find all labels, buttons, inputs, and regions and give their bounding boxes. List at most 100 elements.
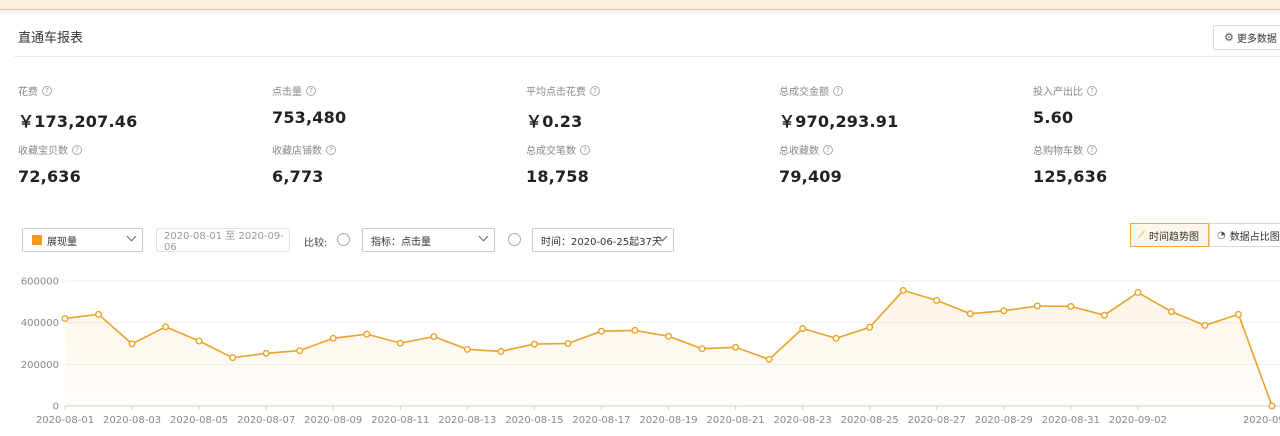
help-icon[interactable]: ? xyxy=(306,85,316,96)
help-icon[interactable]: ? xyxy=(1087,144,1097,155)
data-point[interactable] xyxy=(1033,302,1041,310)
y-tick-label: 600000 xyxy=(21,277,59,288)
data-point[interactable] xyxy=(1201,321,1209,329)
metric-value: ￥173,207.46 xyxy=(18,112,138,131)
help-icon[interactable]: ? xyxy=(42,85,52,96)
time-select[interactable]: 时间：2020-06-25起37天 xyxy=(532,228,674,252)
metric-cart: 总购物车数? 125,636 xyxy=(1033,142,1273,186)
data-point[interactable] xyxy=(296,347,304,355)
x-tick-label: 2020-08-11 xyxy=(371,415,429,426)
time-compare-radio[interactable] xyxy=(508,233,521,246)
data-point[interactable] xyxy=(1100,311,1108,319)
line-chart-icon: ⟋ xyxy=(1138,229,1145,241)
tab-time-trend[interactable]: ⟋ 时间趋势图 xyxy=(1130,223,1209,247)
data-point[interactable] xyxy=(765,355,773,363)
data-point[interactable] xyxy=(162,323,170,331)
metric-select[interactable]: 展现量 xyxy=(22,228,143,252)
data-point[interactable] xyxy=(1000,307,1008,315)
data-point[interactable] xyxy=(1234,310,1242,318)
tab-data-share[interactable]: ◔ 数据占比图 xyxy=(1209,223,1280,247)
data-point[interactable] xyxy=(463,345,471,353)
data-point[interactable] xyxy=(1134,288,1142,296)
x-tick-label: 2020-08-27 xyxy=(908,415,966,426)
metric-value: 18,758 xyxy=(526,167,589,186)
x-tick-label: 2020-08-29 xyxy=(975,415,1033,426)
data-point[interactable] xyxy=(430,333,438,341)
data-point[interactable] xyxy=(866,323,874,331)
metric-label: 总成交金额 xyxy=(779,87,829,98)
data-point[interactable] xyxy=(61,315,69,323)
y-tick-label: 0 xyxy=(53,402,59,413)
x-tick-label: 2020-08-19 xyxy=(639,415,697,426)
tab-data-share-label: 数据占比图 xyxy=(1229,231,1280,243)
data-point[interactable] xyxy=(966,310,974,318)
x-tick-label: 2020-08-07 xyxy=(237,415,295,426)
x-tick-label: 2020-08-05 xyxy=(170,415,228,426)
compare-radio[interactable] xyxy=(337,233,350,246)
pie-chart-icon: ◔ xyxy=(1217,229,1226,241)
x-tick-label: 2020-08-31 xyxy=(1042,415,1100,426)
data-point[interactable] xyxy=(329,334,337,342)
metric-fav-shops: 收藏店铺数? 6,773 xyxy=(272,142,512,186)
data-point[interactable] xyxy=(195,337,203,345)
notice-banner xyxy=(0,0,1280,10)
data-point[interactable] xyxy=(1167,308,1175,316)
divider xyxy=(14,56,1280,57)
metric-label: 投入产出比 xyxy=(1033,87,1083,98)
data-point[interactable] xyxy=(363,330,371,338)
x-tick-label: 2020-08-21 xyxy=(706,415,764,426)
help-icon[interactable]: ? xyxy=(326,144,336,155)
data-point[interactable] xyxy=(497,347,505,355)
data-point[interactable] xyxy=(564,339,572,347)
data-point[interactable] xyxy=(1067,302,1075,310)
indicator-select[interactable]: 指标：点击量 xyxy=(362,228,495,252)
metric-label: 平均点击花费 xyxy=(526,87,586,98)
help-icon[interactable]: ? xyxy=(823,144,833,155)
metric-total-sales: 总成交金额? ￥970,293.91 xyxy=(779,83,1019,132)
metric-cost: 花费? ￥173,207.46 xyxy=(18,83,258,132)
metric-value: 79,409 xyxy=(779,167,842,186)
trend-chart: 600000 400000 200000 0 2020-08-01 2020-08-03… xyxy=(21,277,1280,426)
metric-value: ￥970,293.91 xyxy=(779,112,899,131)
data-point[interactable] xyxy=(396,339,404,347)
data-point[interactable] xyxy=(665,332,673,340)
metric-value: 6,773 xyxy=(272,167,324,186)
help-icon[interactable]: ? xyxy=(580,144,590,155)
data-point[interactable] xyxy=(597,327,605,335)
help-icon[interactable]: ? xyxy=(1087,85,1097,96)
report-panel: 直通车报表 ⚙ 更多数据 花费? ￥173,207.46 点击量? 753,48… xyxy=(0,14,1280,436)
gear-icon: ⚙ xyxy=(1224,31,1234,44)
metric-fav-items: 收藏宝贝数? 72,636 xyxy=(18,142,258,186)
help-icon[interactable]: ? xyxy=(833,85,843,96)
data-point[interactable] xyxy=(899,286,907,294)
more-data-button[interactable]: ⚙ 更多数据 xyxy=(1213,25,1280,50)
metric-label: 花费 xyxy=(18,87,38,98)
chevron-down-icon xyxy=(478,231,489,242)
x-tick-label: 2020-08-03 xyxy=(103,415,161,426)
data-point[interactable] xyxy=(262,349,270,357)
metric-select-value: 展现量 xyxy=(47,236,77,248)
metric-label: 收藏宝贝数 xyxy=(18,146,68,157)
x-tick-label: 2020-09-02 xyxy=(1109,415,1167,426)
x-tick-label: 2020-08-17 xyxy=(572,415,630,426)
x-tick-label: 2020-08-13 xyxy=(438,415,496,426)
y-tick-label: 400000 xyxy=(21,318,59,329)
data-point[interactable] xyxy=(799,325,807,333)
data-point[interactable] xyxy=(95,310,103,318)
metric-orders: 总成交笔数? 18,758 xyxy=(526,142,766,186)
data-point[interactable] xyxy=(229,354,237,362)
data-point[interactable] xyxy=(530,340,538,348)
x-tick-label: 2020-08-01 xyxy=(36,415,94,426)
tab-time-trend-label: 时间趋势图 xyxy=(1149,231,1199,243)
data-point[interactable] xyxy=(698,345,706,353)
help-icon[interactable]: ? xyxy=(590,85,600,96)
data-point[interactable] xyxy=(732,343,740,351)
metric-avg-cpc: 平均点击花费? ￥0.23 xyxy=(526,83,766,132)
date-range-picker[interactable]: 2020-08-01 至 2020-09-06 xyxy=(156,228,290,253)
data-point[interactable] xyxy=(832,334,840,342)
data-point[interactable] xyxy=(933,296,941,304)
help-icon[interactable]: ? xyxy=(72,144,82,155)
data-point[interactable] xyxy=(631,326,639,334)
data-point[interactable] xyxy=(128,340,136,348)
metric-value: 5.60 xyxy=(1033,108,1074,127)
